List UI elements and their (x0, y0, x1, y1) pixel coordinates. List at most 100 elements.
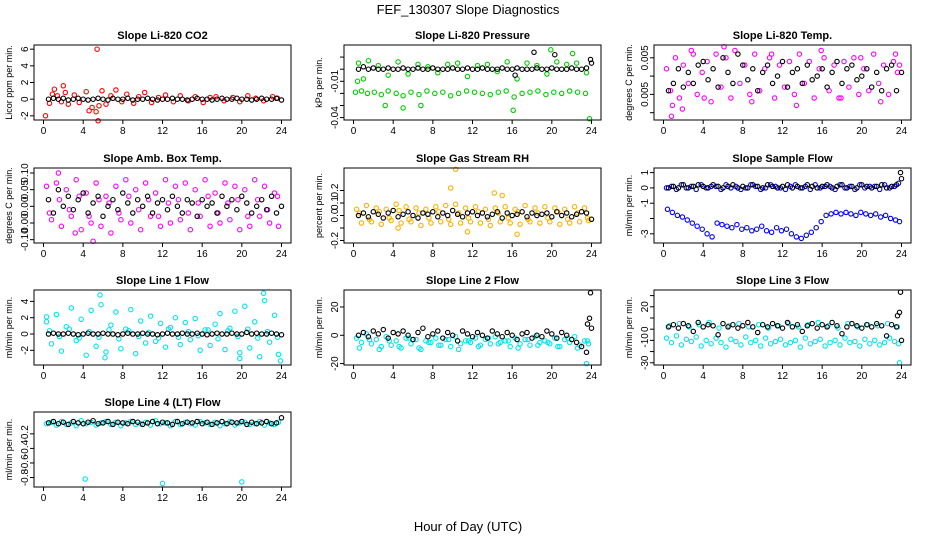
data-point (248, 331, 255, 337)
y-tick-label: 0.005 (640, 81, 651, 106)
data-point (815, 319, 821, 326)
data-point (85, 97, 91, 103)
data-point (113, 183, 119, 190)
data-point (688, 183, 695, 190)
data-point (822, 343, 828, 349)
data-point (197, 347, 203, 354)
y-tick-label: 0 (20, 331, 31, 337)
x-tick-label: 20 (856, 126, 868, 137)
data-point (469, 209, 476, 215)
x-tick-label: 0 (41, 126, 47, 137)
data-point (583, 210, 590, 216)
data-point (235, 196, 241, 203)
data-point (554, 335, 560, 341)
data-point (494, 66, 501, 72)
y-tick-label: -0.04 (330, 106, 341, 129)
data-point (50, 330, 57, 336)
data-point (43, 183, 50, 190)
data-point (789, 69, 796, 76)
data-point (678, 182, 685, 188)
data-point (78, 316, 84, 323)
data-point (189, 420, 195, 426)
x-tick-label: 4 (700, 126, 706, 137)
data-point (253, 203, 260, 210)
data-point (841, 58, 847, 65)
data-point (103, 101, 109, 107)
data-point (274, 334, 281, 341)
data-point (154, 420, 161, 427)
data-point (563, 332, 570, 339)
data-point (484, 335, 491, 341)
data-point (380, 326, 387, 333)
data-point (856, 91, 862, 98)
data-point (360, 64, 367, 70)
data-point (670, 183, 677, 190)
data-point (105, 203, 111, 210)
data-point (162, 92, 169, 98)
data-point (503, 88, 509, 94)
data-point (410, 66, 416, 72)
data-point (396, 207, 402, 214)
data-point (125, 95, 131, 102)
x-tick-label: 8 (740, 371, 746, 382)
data-point (502, 338, 508, 344)
x-tick-label: 8 (430, 371, 436, 382)
data-point (489, 211, 496, 218)
data-point (587, 56, 594, 63)
data-point (356, 345, 363, 351)
data-point (273, 331, 280, 337)
data-point (667, 87, 674, 94)
data-point (720, 185, 726, 191)
data-point (75, 95, 81, 102)
data-point (832, 337, 838, 344)
data-point (534, 332, 540, 339)
data-point (818, 218, 824, 225)
data-point (749, 98, 755, 105)
data-point (154, 97, 161, 103)
data-point (244, 200, 250, 206)
data-point (769, 183, 776, 190)
data-point (227, 216, 233, 223)
data-point (235, 333, 241, 340)
data-point (484, 214, 491, 220)
x-tick-label: 8 (120, 371, 126, 382)
data-point (718, 339, 724, 346)
x-tick-label: 16 (197, 493, 209, 504)
x-tick-label: 24 (586, 371, 598, 382)
y-tick-label: -20 (330, 356, 341, 371)
data-point (465, 338, 472, 344)
data-point (578, 209, 585, 215)
data-point (436, 342, 442, 348)
data-point (853, 212, 859, 219)
data-point (715, 183, 721, 190)
data-point (789, 185, 796, 191)
data-point (100, 213, 106, 220)
data-point (45, 331, 52, 337)
data-point (896, 62, 903, 68)
x-tick-label: 24 (276, 371, 288, 382)
data-point (438, 342, 444, 348)
data-point (489, 66, 496, 72)
data-point (549, 214, 555, 220)
data-point (693, 334, 699, 340)
data-point (355, 60, 362, 66)
data-point (809, 77, 815, 83)
x-tick-label: 0 (661, 371, 667, 382)
data-point (380, 215, 387, 221)
data-point (358, 220, 365, 226)
data-point (385, 72, 391, 78)
data-point (817, 336, 823, 343)
data-point (428, 220, 434, 226)
data-point (395, 66, 401, 72)
data-point (868, 185, 875, 191)
data-point (108, 230, 114, 236)
y-axis-label: Licor ppm per min. (4, 45, 14, 120)
data-point (110, 196, 116, 203)
data-point (244, 329, 250, 336)
data-point (149, 96, 156, 102)
data-point (587, 290, 594, 296)
data-point (743, 334, 749, 340)
data-point (83, 352, 89, 358)
data-point (90, 96, 96, 102)
